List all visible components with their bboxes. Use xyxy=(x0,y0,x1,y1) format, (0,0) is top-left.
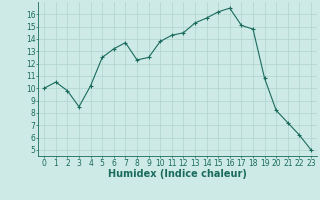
X-axis label: Humidex (Indice chaleur): Humidex (Indice chaleur) xyxy=(108,169,247,179)
